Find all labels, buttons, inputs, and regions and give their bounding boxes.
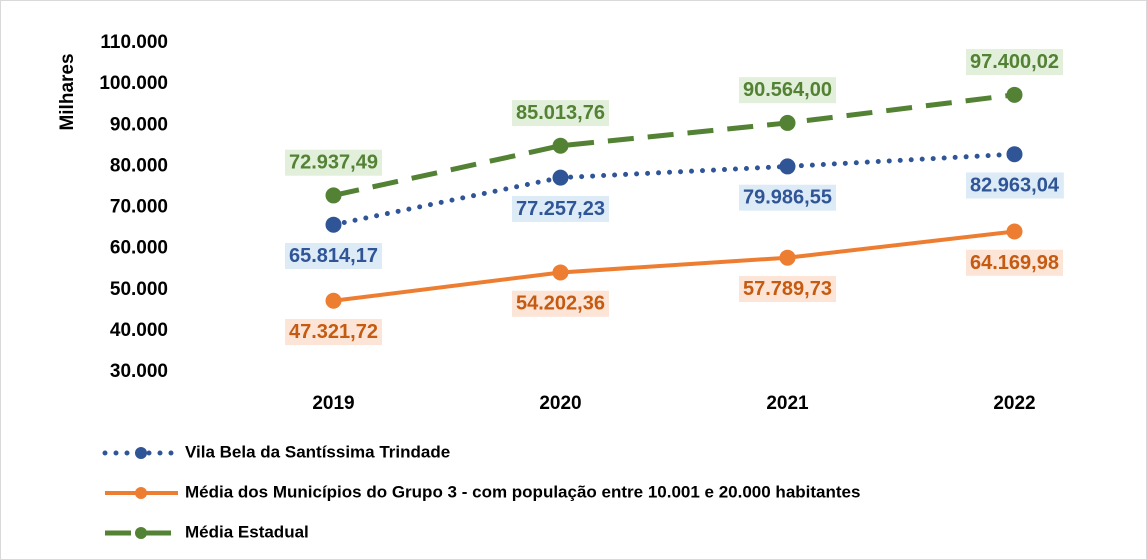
y-axis-label: Milhares bbox=[57, 53, 78, 130]
legend-label: Vila Bela da Santíssima Trindade bbox=[185, 442, 450, 461]
data-label-background bbox=[966, 172, 1064, 199]
series-line bbox=[332, 92, 1015, 198]
legend-marker bbox=[135, 447, 147, 459]
data-label: 54.202,36 bbox=[512, 290, 609, 317]
legend-label: Média dos Municípios do Grupo 3 - com po… bbox=[185, 482, 860, 501]
data-label-text: 97.400,02 bbox=[970, 51, 1059, 73]
x-tick-label: 2019 bbox=[312, 393, 354, 414]
legend-marker bbox=[135, 487, 147, 499]
y-tick-label: 50.000 bbox=[110, 279, 168, 300]
data-label: 82.963,04 bbox=[966, 172, 1064, 199]
data-label-text: 90.564,00 bbox=[743, 79, 832, 101]
data-label: 72.937,49 bbox=[285, 149, 382, 176]
data-label-text: 54.202,36 bbox=[516, 293, 605, 315]
point bbox=[1006, 223, 1023, 240]
x-tick-label: 2021 bbox=[766, 393, 809, 414]
data-label: 97.400,02 bbox=[966, 49, 1063, 76]
data-label: 79.986,55 bbox=[739, 184, 836, 211]
y-tick-label: 40.000 bbox=[110, 320, 168, 341]
data-label-background bbox=[739, 275, 836, 302]
point bbox=[1006, 86, 1023, 103]
data-label-background bbox=[285, 319, 382, 346]
data-label: 64.169,98 bbox=[966, 249, 1063, 276]
y-tick-label: 30.000 bbox=[110, 361, 168, 382]
data-label-background bbox=[739, 184, 836, 211]
point bbox=[325, 187, 342, 204]
legend-marker bbox=[135, 527, 147, 539]
y-tick-label: 90.000 bbox=[110, 114, 168, 135]
data-label-text: 85.013,76 bbox=[516, 102, 605, 124]
data-label-text: 77.257,23 bbox=[516, 198, 605, 220]
data-label-text: 72.937,49 bbox=[289, 152, 378, 174]
data-label-text: 79.986,55 bbox=[743, 187, 832, 209]
data-label-background bbox=[285, 242, 382, 269]
series-line bbox=[331, 151, 1017, 228]
x-tick-label: 2020 bbox=[539, 393, 581, 414]
data-label-background bbox=[966, 49, 1063, 76]
point bbox=[552, 264, 569, 281]
data-label: 65.814,17 bbox=[285, 242, 382, 269]
point bbox=[552, 137, 569, 154]
data-label-text: 65.814,17 bbox=[289, 245, 378, 267]
y-tick-label: 110.000 bbox=[100, 32, 168, 53]
x-tick-label: 2022 bbox=[993, 393, 1035, 414]
data-label: 77.257,23 bbox=[512, 195, 609, 222]
data-label: 47.321,72 bbox=[285, 319, 382, 346]
point bbox=[325, 292, 342, 309]
point bbox=[325, 216, 342, 233]
point bbox=[552, 169, 569, 186]
data-label-background bbox=[512, 290, 609, 317]
point bbox=[779, 158, 796, 175]
data-label: 85.013,76 bbox=[512, 100, 609, 127]
data-label-text: 47.321,72 bbox=[289, 321, 378, 343]
data-label-text: 57.789,73 bbox=[743, 278, 832, 300]
data-label: 90.564,00 bbox=[739, 77, 836, 104]
series-line bbox=[333, 229, 1015, 303]
data-label: 57.789,73 bbox=[739, 275, 836, 302]
data-label-background bbox=[512, 195, 609, 222]
data-label-text: 64.169,98 bbox=[970, 252, 1059, 274]
y-tick-label: 100.000 bbox=[99, 73, 168, 94]
data-label-background bbox=[512, 100, 609, 127]
point bbox=[779, 114, 796, 131]
data-label-background bbox=[739, 77, 836, 104]
y-tick-label: 80.000 bbox=[110, 155, 168, 176]
data-label-background bbox=[966, 249, 1063, 276]
y-tick-label: 70.000 bbox=[110, 197, 168, 218]
data-label-text: 82.963,04 bbox=[970, 174, 1060, 196]
data-label-background bbox=[285, 149, 382, 176]
point bbox=[779, 249, 796, 266]
legend-label: Média Estadual bbox=[185, 522, 309, 541]
point bbox=[1006, 146, 1023, 163]
y-tick-label: 60.000 bbox=[110, 238, 168, 259]
